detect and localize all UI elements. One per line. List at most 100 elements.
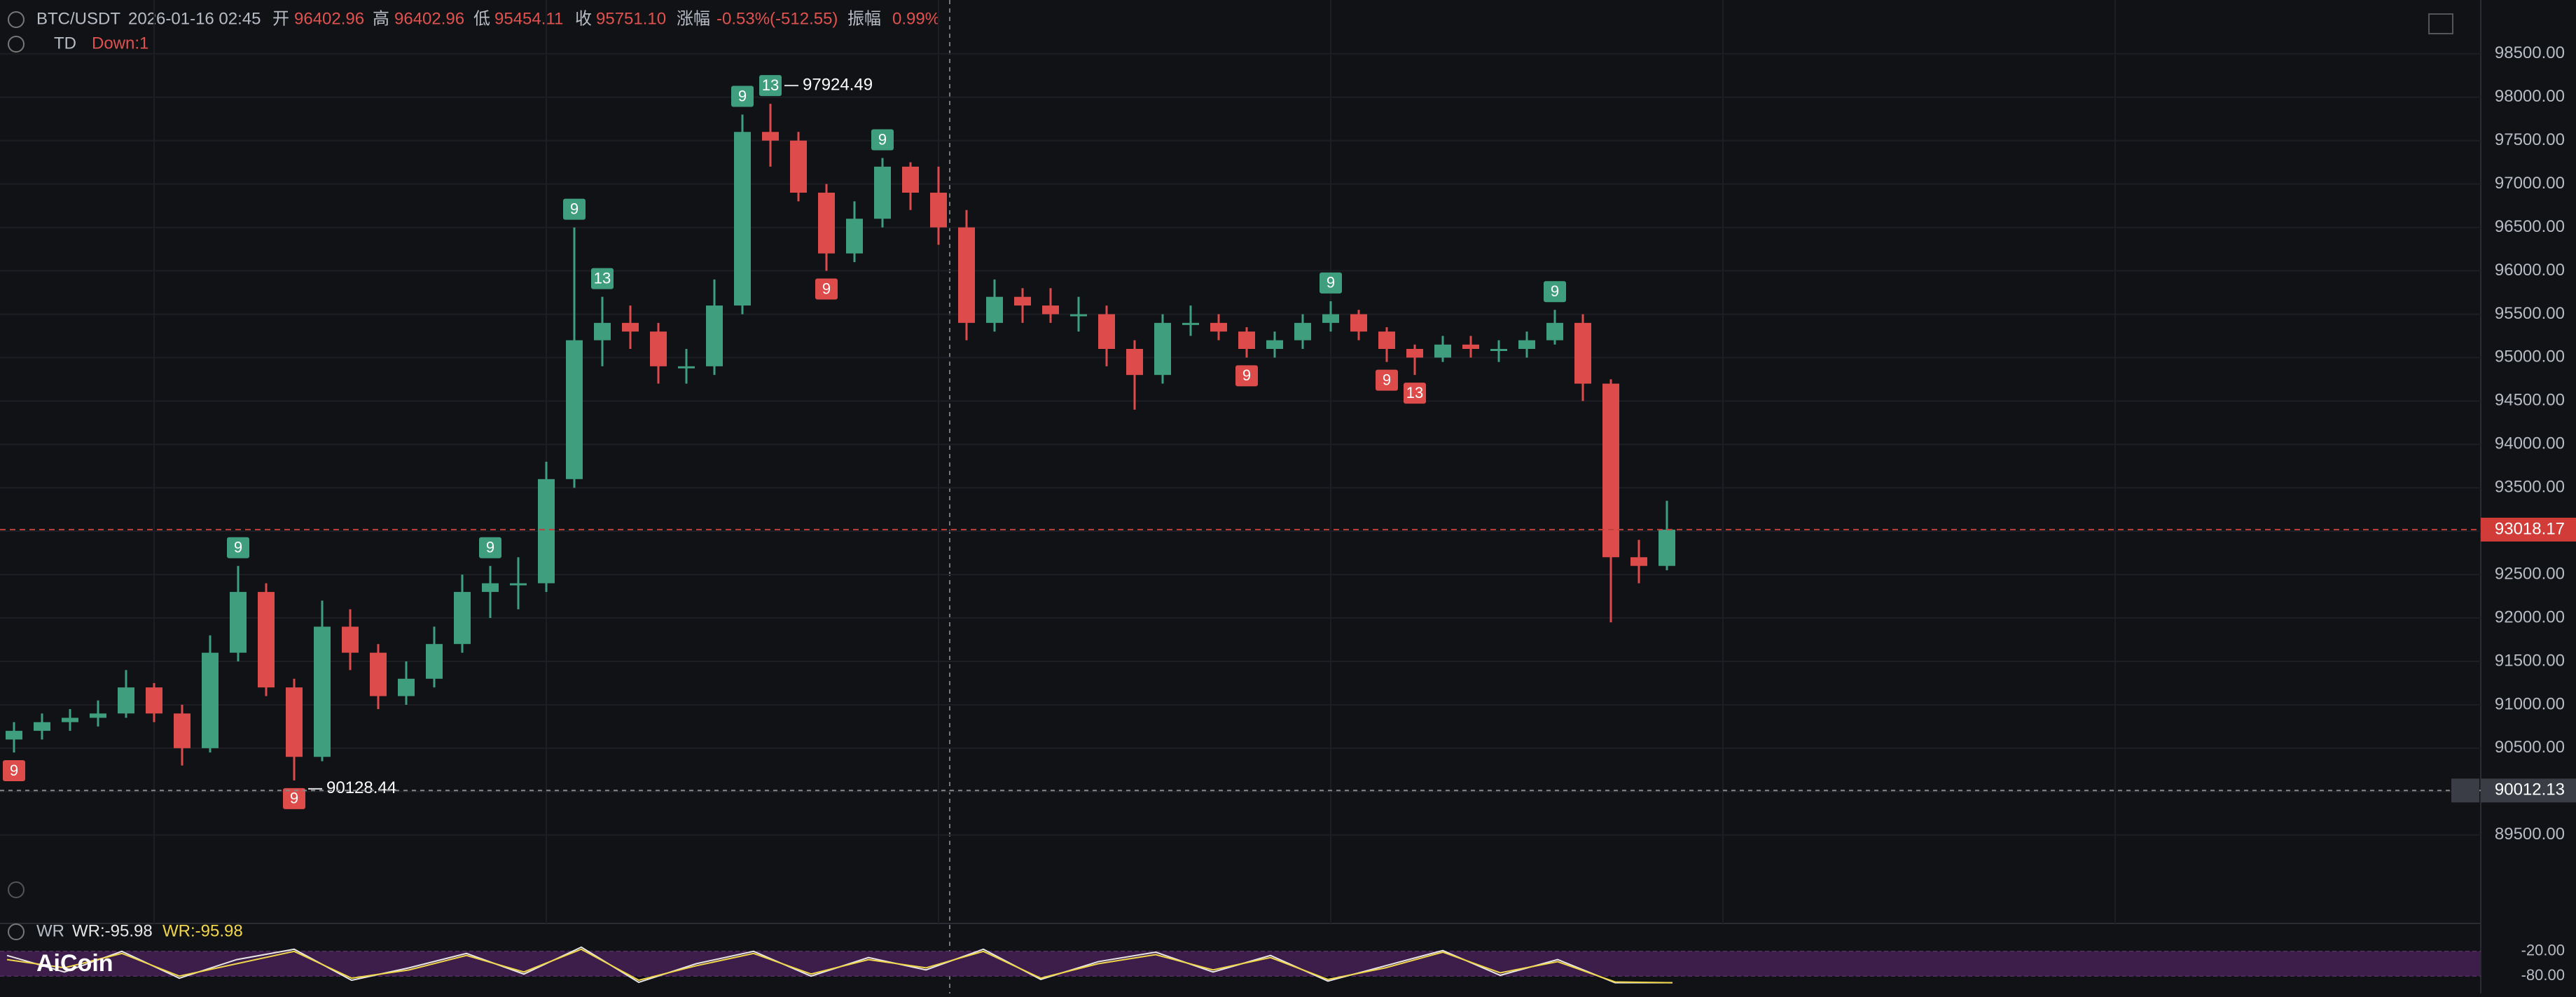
candle-body xyxy=(1294,322,1311,341)
candle-body xyxy=(258,591,275,688)
extreme-label: 97924.49 xyxy=(803,75,873,94)
td-label: 9 xyxy=(570,200,579,217)
td-label: 9 xyxy=(878,130,887,148)
y-tick-label: 92000.00 xyxy=(2495,607,2565,626)
collapse-icon[interactable] xyxy=(8,36,25,53)
last-price-label: 93018.17 xyxy=(2495,519,2565,538)
wr-legend: WR:-95.98 xyxy=(162,921,243,940)
candle-body xyxy=(1238,331,1255,350)
td-marker xyxy=(1320,272,1342,294)
candle-body xyxy=(958,227,975,323)
y-tick-label: 94000.00 xyxy=(2495,434,2565,453)
close-label: 收 xyxy=(575,9,592,28)
td-label: 9 xyxy=(822,280,831,297)
candle-body xyxy=(566,340,583,479)
y-tick-label: 91000.00 xyxy=(2495,694,2565,713)
td-label: 9 xyxy=(1551,282,1559,300)
candle-body xyxy=(846,219,863,254)
td-marker xyxy=(871,129,894,151)
wr-title: WR xyxy=(36,921,64,940)
candle-body xyxy=(1350,314,1367,332)
expand-icon[interactable] xyxy=(8,881,25,898)
td-label: 9 xyxy=(234,539,242,556)
candle-body xyxy=(678,366,695,369)
y-tick-label: 93500.00 xyxy=(2495,478,2565,497)
td-label: 9 xyxy=(290,790,298,807)
td-label: 9 xyxy=(1242,366,1251,384)
candle-body xyxy=(1630,557,1647,566)
fullscreen-button[interactable] xyxy=(2428,13,2453,34)
wr-line xyxy=(6,948,1673,984)
wr-legend: WR:-95.98 xyxy=(72,921,153,940)
td-marker xyxy=(1544,281,1566,303)
candle-body xyxy=(118,687,134,714)
candle-body xyxy=(90,713,106,718)
candle-body xyxy=(1434,344,1451,358)
time: 2026-01-16 02:45 xyxy=(128,9,261,28)
candle-body xyxy=(622,322,639,332)
candle-body xyxy=(146,687,162,714)
candle-body xyxy=(286,687,303,757)
candle-body xyxy=(1070,314,1087,317)
td-label: 13 xyxy=(594,269,611,287)
td-marker xyxy=(759,75,782,97)
candle-body xyxy=(1126,349,1143,376)
amplitude-value: 0.99% xyxy=(892,9,940,28)
candle-body xyxy=(1266,340,1283,350)
candle-body xyxy=(1490,349,1507,352)
candle-body xyxy=(1322,314,1339,323)
candle-body xyxy=(1378,331,1395,350)
wr-tick-label: -20.00 xyxy=(2521,942,2565,959)
td-label: 9 xyxy=(486,539,494,556)
high-label: 高 xyxy=(373,9,389,28)
crosshair-add-button xyxy=(2451,778,2479,803)
td-marker xyxy=(731,85,754,107)
y-tick-label: 89500.00 xyxy=(2495,825,2565,844)
candle-body xyxy=(398,678,415,696)
candle-body xyxy=(706,305,723,366)
td-label: 9 xyxy=(738,87,747,104)
y-tick-label: 98500.00 xyxy=(2495,43,2565,62)
td-marker xyxy=(1376,369,1398,391)
change-label: 涨幅 xyxy=(677,9,710,28)
y-tick-label: 90500.00 xyxy=(2495,738,2565,757)
candle-body xyxy=(790,140,807,193)
td-marker xyxy=(3,760,25,782)
y-tick-label: 91500.00 xyxy=(2495,651,2565,670)
td-marker xyxy=(1235,365,1258,387)
low-label: 低 xyxy=(473,9,490,28)
candle-body xyxy=(6,731,22,740)
candle-body xyxy=(230,591,247,653)
collapse-icon[interactable] xyxy=(8,11,25,28)
candle-body xyxy=(538,479,555,584)
y-tick-label: 97000.00 xyxy=(2495,174,2565,193)
candle-body xyxy=(1210,322,1227,332)
last-price-tag xyxy=(2481,517,2576,542)
candle-body xyxy=(1602,383,1619,558)
crosshair-label: 90012.13 xyxy=(2495,781,2565,799)
extreme-label: 90128.44 xyxy=(326,778,396,797)
amplitude-label: 振幅 xyxy=(847,9,881,28)
change-value: -0.53%(-512.55) xyxy=(716,9,838,28)
candle-body xyxy=(1154,322,1171,376)
indicator-value: Down:1 xyxy=(92,34,148,53)
candle-body xyxy=(34,722,50,731)
td-label: 9 xyxy=(1383,371,1391,388)
td-label: 13 xyxy=(1406,384,1423,401)
candle-body xyxy=(1462,344,1479,350)
candle-body xyxy=(902,166,919,193)
td-label: 9 xyxy=(10,762,18,779)
td-marker xyxy=(591,268,614,289)
open-label: 开 xyxy=(272,9,289,28)
indicator-name: TD xyxy=(54,34,76,53)
td-label: 13 xyxy=(762,76,779,94)
candle-body xyxy=(1546,322,1563,341)
y-tick-label: 95500.00 xyxy=(2495,304,2565,323)
close-value: 95751.10 xyxy=(596,9,666,28)
candle-body xyxy=(454,591,471,645)
y-tick-label: 97500.00 xyxy=(2495,130,2565,149)
collapse-icon[interactable] xyxy=(8,923,25,940)
crosshair-tag xyxy=(2481,778,2576,803)
